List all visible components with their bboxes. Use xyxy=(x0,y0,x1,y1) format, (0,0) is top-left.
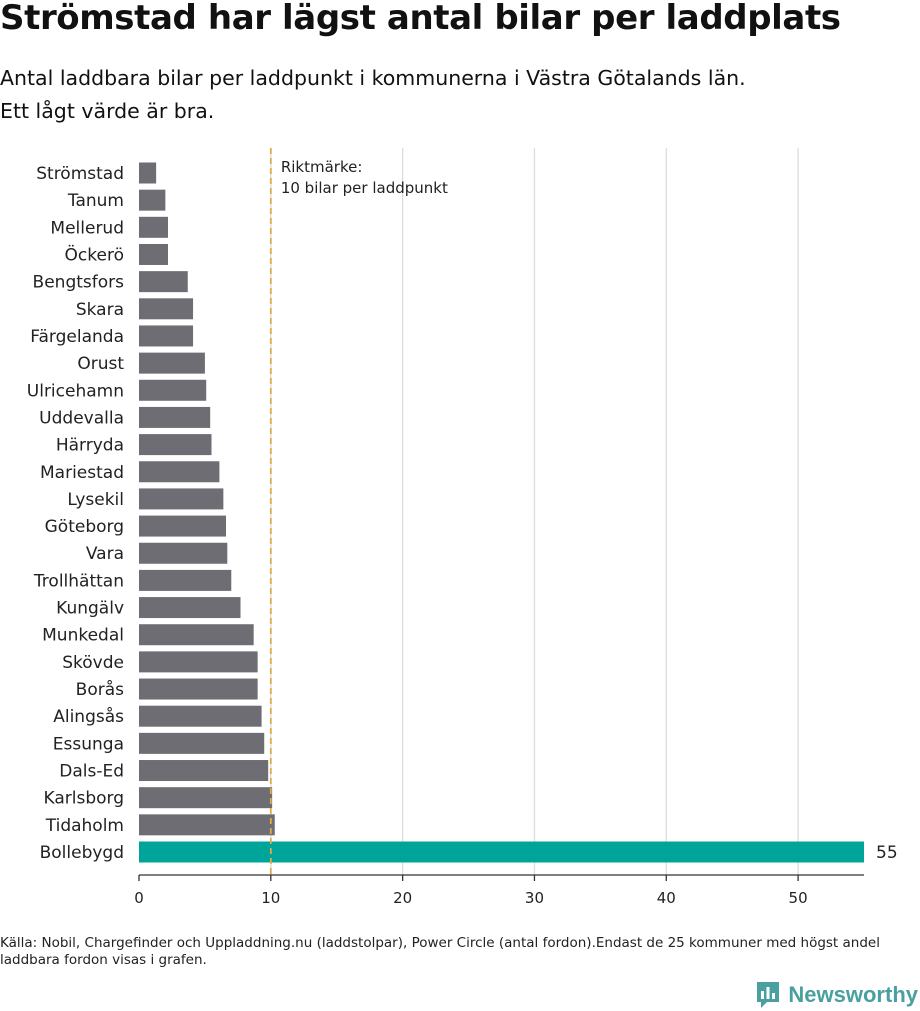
bar-Bollebygd xyxy=(139,841,864,863)
bar-Mariestad xyxy=(139,461,220,483)
category-label: Färgelanda xyxy=(30,327,124,347)
x-tick-label: 0 xyxy=(134,889,144,907)
bar-Essunga xyxy=(139,732,265,754)
bar-Skövde xyxy=(139,651,258,673)
bar-Tidaholm xyxy=(139,814,275,836)
bar-Alingsås xyxy=(139,705,262,727)
bar-Vara xyxy=(139,542,228,564)
bar-Skara xyxy=(139,298,194,320)
category-label: Borås xyxy=(76,679,124,700)
bar-Öckerö xyxy=(139,243,168,265)
category-label: Bengtsfors xyxy=(33,273,125,293)
bar-Mellerud xyxy=(139,216,168,238)
bar-Ulricehamn xyxy=(139,379,207,401)
category-label: Skövde xyxy=(62,653,124,673)
category-label: Munkedal xyxy=(42,626,124,646)
bar-Bengtsfors xyxy=(139,271,188,293)
bar-Dals-Ed xyxy=(139,760,269,782)
category-label: Öckerö xyxy=(65,243,124,265)
category-label: Strömstad xyxy=(36,164,124,184)
x-tick-label: 20 xyxy=(393,889,412,907)
category-label: Dals-Ed xyxy=(59,762,124,782)
x-tick-label: 40 xyxy=(657,889,676,907)
bar-Borås xyxy=(139,678,258,700)
bar-Lysekil xyxy=(139,488,224,510)
category-label: Göteborg xyxy=(45,517,124,537)
chart-subtitle: Antal laddbara bilar per laddpunkt i kom… xyxy=(0,62,900,128)
source-note: Källa: Nobil, Chargefinder och Uppladdni… xyxy=(0,935,880,968)
reference-label-line-1: Riktmärke: xyxy=(281,158,363,176)
bar-Kungälv xyxy=(139,597,241,619)
category-label: Alingsås xyxy=(53,706,124,727)
newsworthy-logo-text: Newsworthy xyxy=(788,982,918,1007)
value-label: 55 xyxy=(876,843,898,863)
category-label: Uddevalla xyxy=(39,408,124,428)
category-label: Karlsborg xyxy=(43,789,124,809)
x-tick-label: 30 xyxy=(525,889,544,907)
newsworthy-logo-icon xyxy=(757,982,780,1008)
category-label: Trollhättan xyxy=(33,571,124,591)
category-label: Bollebygd xyxy=(40,843,124,863)
bar-Göteborg xyxy=(139,515,226,537)
x-tick-label: 50 xyxy=(789,889,808,907)
newsworthy-logo: Newsworthy xyxy=(755,979,918,1011)
bar-Härryda xyxy=(139,434,212,456)
page-title: Strömstad har lägst antal bilar per ladd… xyxy=(0,0,841,38)
category-label: Vara xyxy=(86,544,124,564)
category-label: Essunga xyxy=(53,734,124,754)
category-label: Härryda xyxy=(56,436,124,456)
bar-Karlsborg xyxy=(139,787,273,809)
category-label: Orust xyxy=(77,354,124,374)
bar-Färgelanda xyxy=(139,325,194,347)
subtitle-line-1: Antal laddbara bilar per laddpunkt i kom… xyxy=(0,66,746,90)
category-label: Tanum xyxy=(67,191,124,211)
bar-Orust xyxy=(139,352,205,374)
category-label: Kungälv xyxy=(56,599,124,619)
bar-Trollhättan xyxy=(139,569,232,591)
subtitle-line-2: Ett lågt värde är bra. xyxy=(0,99,215,123)
bar-Munkedal xyxy=(139,624,254,646)
category-label: Ulricehamn xyxy=(27,381,124,401)
bar-Uddevalla xyxy=(139,406,211,428)
bar-chart: Strömstad Tanum Mellerud Öckerö Bengtsfors Sk… xyxy=(27,148,898,907)
category-label: Skara xyxy=(76,300,124,320)
reference-label-line-2: 10 bilar per laddpunkt xyxy=(281,179,448,197)
category-label: Lysekil xyxy=(67,490,124,510)
category-label: Mellerud xyxy=(50,218,124,238)
bar-Tanum xyxy=(139,189,166,211)
category-label: Tidaholm xyxy=(45,816,124,836)
category-label: Mariestad xyxy=(40,463,124,483)
bar-Strömstad xyxy=(139,162,157,184)
x-tick-label: 10 xyxy=(261,889,280,907)
